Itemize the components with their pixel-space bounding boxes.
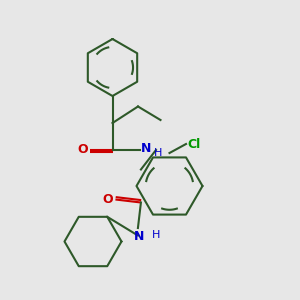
Text: O: O [77, 143, 88, 157]
Text: Cl: Cl [188, 137, 201, 151]
Text: H: H [154, 148, 162, 158]
Text: N: N [141, 142, 152, 155]
Text: H: H [152, 230, 161, 240]
Text: N: N [134, 230, 145, 242]
Text: O: O [103, 193, 113, 206]
